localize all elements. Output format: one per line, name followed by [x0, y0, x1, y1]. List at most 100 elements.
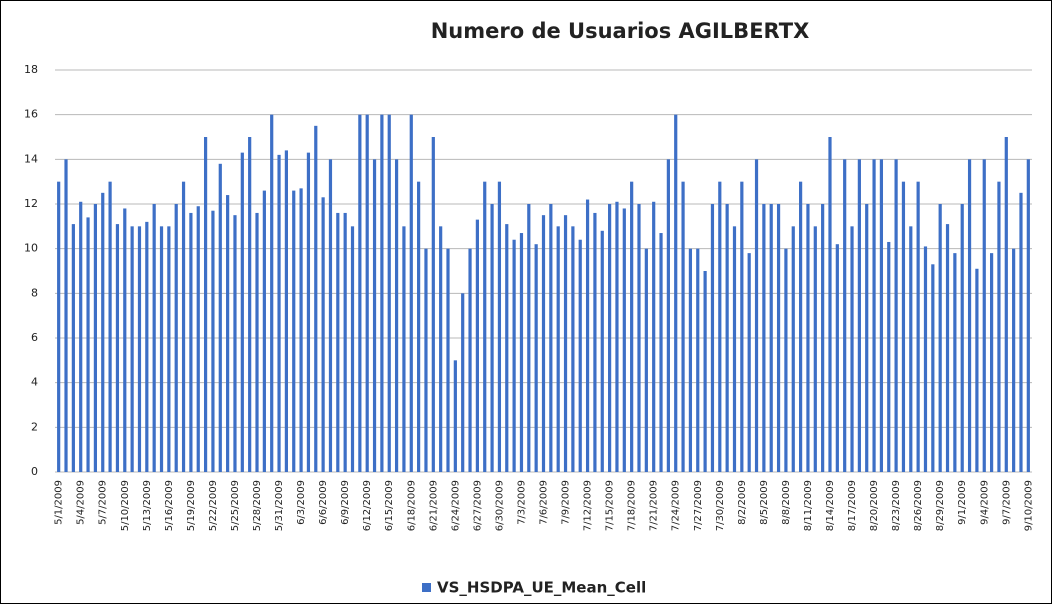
x-tick-label: 7/9/2009 — [561, 480, 572, 525]
bar — [865, 204, 869, 472]
y-tick-label: 6 — [31, 331, 38, 344]
bar — [240, 152, 244, 472]
x-tick-label: 7/30/2009 — [715, 480, 726, 531]
y-tick-label: 0 — [31, 465, 38, 478]
x-tick-label: 5/31/2009 — [274, 480, 285, 531]
y-tick-label: 2 — [31, 420, 38, 433]
bar — [468, 248, 472, 472]
x-tick-label: 7/6/2009 — [539, 480, 550, 525]
x-tick-label: 5/1/2009 — [54, 480, 65, 525]
bar — [960, 204, 964, 472]
bar — [306, 152, 311, 472]
bar — [108, 181, 112, 472]
bar — [762, 204, 766, 472]
bar — [505, 224, 509, 472]
bar — [497, 181, 502, 472]
bar — [299, 188, 303, 472]
legend-label: VS_HSDPA_UE_Mean_Cell — [437, 579, 646, 597]
x-tick-label: 5/28/2009 — [252, 480, 263, 531]
bar — [1019, 192, 1023, 473]
bar — [409, 114, 413, 473]
bar — [1026, 159, 1030, 473]
y-tick-label: 14 — [24, 152, 38, 165]
bar — [710, 204, 715, 472]
bar — [541, 215, 546, 472]
bar — [615, 201, 619, 472]
bar — [248, 137, 252, 472]
bar — [740, 181, 744, 472]
x-tick-label: 7/15/2009 — [605, 480, 616, 531]
bar — [424, 248, 428, 472]
bar — [152, 204, 156, 472]
bar — [226, 195, 230, 473]
x-tick-label: 9/7/2009 — [1001, 480, 1012, 525]
bar — [828, 137, 832, 472]
bar — [86, 217, 90, 472]
bar — [394, 159, 399, 473]
bar — [703, 271, 707, 472]
bar — [167, 226, 171, 472]
bar — [688, 248, 693, 472]
bar — [931, 264, 935, 472]
x-tick-label: 7/12/2009 — [583, 480, 594, 531]
bar — [549, 204, 553, 472]
bar — [644, 248, 648, 472]
bar — [527, 204, 531, 472]
bar — [967, 159, 972, 473]
x-tick-label: 6/3/2009 — [296, 480, 307, 525]
bar — [181, 181, 186, 472]
bar — [923, 246, 928, 472]
bar — [137, 226, 142, 472]
bar — [879, 159, 884, 473]
bar — [270, 114, 274, 473]
bar — [850, 226, 854, 472]
bar — [145, 221, 149, 472]
bar — [666, 159, 670, 473]
bar — [571, 226, 575, 472]
x-tick-label: 6/30/2009 — [494, 480, 505, 531]
bar — [93, 204, 98, 472]
bar — [490, 204, 494, 472]
bar — [461, 293, 465, 472]
x-tick-label: 7/21/2009 — [649, 480, 660, 531]
bar — [211, 210, 215, 472]
bar — [358, 114, 362, 473]
bar — [593, 212, 597, 472]
bar — [343, 212, 347, 472]
bar — [57, 181, 61, 472]
x-tick-label: 5/10/2009 — [120, 480, 131, 531]
bar — [872, 159, 876, 473]
bar — [945, 224, 950, 472]
x-tick-label: 6/15/2009 — [384, 480, 395, 531]
x-tick-label: 5/19/2009 — [186, 480, 197, 531]
bar — [64, 159, 68, 473]
x-tick-label: 9/4/2009 — [979, 480, 990, 525]
y-tick-label: 8 — [31, 286, 38, 299]
x-tick-label: 8/5/2009 — [759, 480, 770, 525]
bar — [622, 208, 626, 472]
bar — [255, 212, 259, 472]
bar — [475, 219, 479, 472]
bar — [754, 159, 759, 473]
x-tick-label: 8/23/2009 — [891, 480, 902, 531]
bar — [813, 226, 817, 472]
bar — [799, 181, 803, 472]
bar — [79, 201, 83, 472]
x-tick-label: 8/20/2009 — [869, 480, 880, 531]
bar — [909, 226, 913, 472]
x-tick-label: 7/24/2009 — [671, 480, 682, 531]
bar — [784, 248, 788, 472]
x-tick-label: 9/1/2009 — [957, 480, 968, 525]
bar — [439, 226, 443, 472]
x-tick-label: 5/22/2009 — [208, 480, 219, 531]
bar — [123, 208, 127, 472]
bar — [776, 204, 781, 472]
bar — [843, 159, 847, 473]
bar — [563, 215, 568, 472]
bar — [196, 206, 200, 472]
bar — [725, 204, 729, 472]
y-tick-label: 10 — [24, 242, 38, 255]
bar — [1004, 137, 1008, 472]
bar — [189, 212, 193, 472]
